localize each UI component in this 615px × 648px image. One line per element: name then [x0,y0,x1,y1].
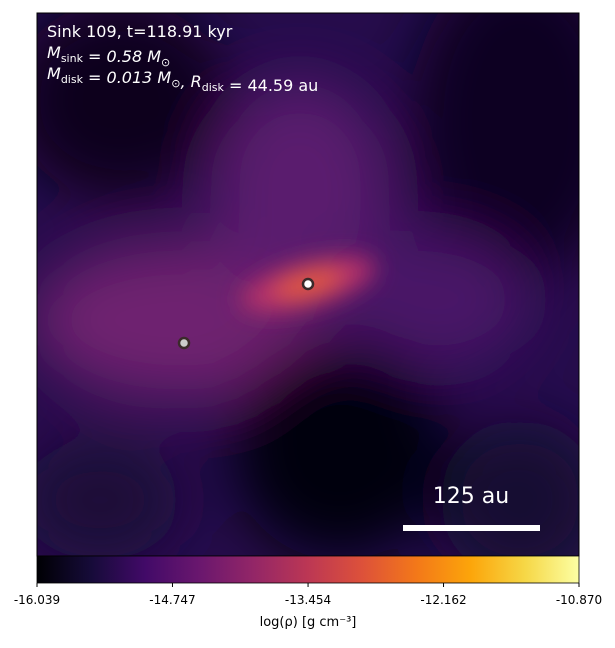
colorbar [36,555,580,584]
density-map: 125 au [37,13,579,556]
annotation: Sink 109, t=118.91 kyr [47,22,233,41]
annotation-text: = 44.59 au [224,76,318,95]
annotation-text: Sink 109, t=118.91 kyr [47,22,233,41]
annotation: Mdisk = 0.013 M⊙, Rdisk = 44.59 au [47,64,318,95]
scale-bar [403,525,540,531]
colorbar-tick-label: -10.870 [556,593,602,607]
annotation-subscript: ⊙ [161,56,170,69]
annotation-text: = 0.58 M [83,47,161,66]
annotation-subscript: ⊙ [171,77,180,90]
colorbar-tick-label: -14.747 [149,593,195,607]
sink-marker [177,336,191,350]
annotation-text: , R [180,72,201,91]
annotation-subscript: disk [202,81,225,94]
annotation-subscript: disk [61,73,84,86]
scale-bar-label: 125 au [433,484,509,509]
annotation-text: M [47,64,61,83]
colorbar-tick-label: -16.039 [14,593,60,607]
colorbar-tick-label: -12.162 [420,593,466,607]
annotation-text: = 0.013 M [83,68,171,87]
sink-marker [301,277,315,291]
colorbar-label: log(ρ) [g cm⁻³] [260,615,357,630]
annotation-text: M [47,43,61,62]
annotation: Msink = 0.58 M⊙ [47,43,170,69]
annotation-subscript: sink [61,52,84,65]
colorbar-tick-label: -13.454 [285,593,331,607]
